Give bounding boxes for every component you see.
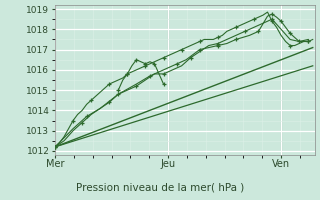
Text: Pression niveau de la mer( hPa ): Pression niveau de la mer( hPa ) — [76, 182, 244, 192]
